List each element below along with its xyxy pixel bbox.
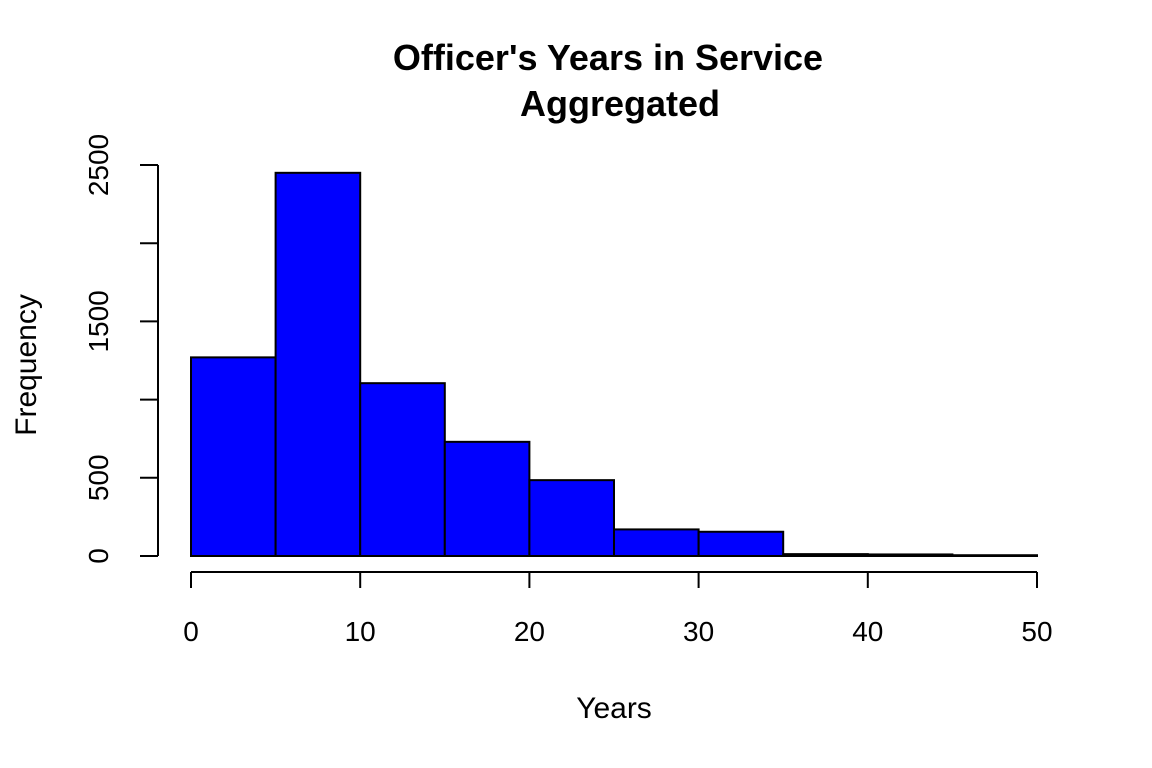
histogram-bar: [697, 530, 785, 557]
y-tick-label: 1500: [83, 290, 114, 352]
histogram-bar: [951, 554, 1039, 558]
histogram-bar: [190, 356, 277, 558]
histogram-bars: [190, 171, 1039, 558]
x-tick-label: 30: [683, 616, 714, 647]
histogram-bar: [528, 479, 616, 557]
histogram-bar: [866, 553, 954, 557]
x-tick-label: 40: [852, 616, 883, 647]
x-tick-label: 10: [345, 616, 376, 647]
histogram-bar: [274, 171, 362, 557]
histogram-bar: [359, 382, 446, 558]
histogram-bar: [782, 553, 869, 558]
y-axis: 0 500 1500 2500: [83, 134, 159, 564]
x-tick-label: 20: [514, 616, 545, 647]
x-tick-label: 0: [183, 616, 199, 647]
y-tick-label: 2500: [83, 134, 114, 196]
histogram-bar: [613, 528, 700, 557]
x-axis-label: Years: [576, 692, 652, 725]
y-tick-label: 0: [83, 548, 114, 564]
y-axis-label: Frequency: [10, 294, 43, 436]
y-tick-label: 500: [83, 454, 114, 501]
chart-title: Officer's Years in Service: [393, 37, 823, 78]
chart-subtitle: Aggregated: [520, 83, 720, 124]
x-tick-label: 50: [1021, 616, 1052, 647]
x-axis: 0 10 20 30 40 50: [183, 571, 1053, 647]
histogram-bar: [443, 440, 531, 557]
